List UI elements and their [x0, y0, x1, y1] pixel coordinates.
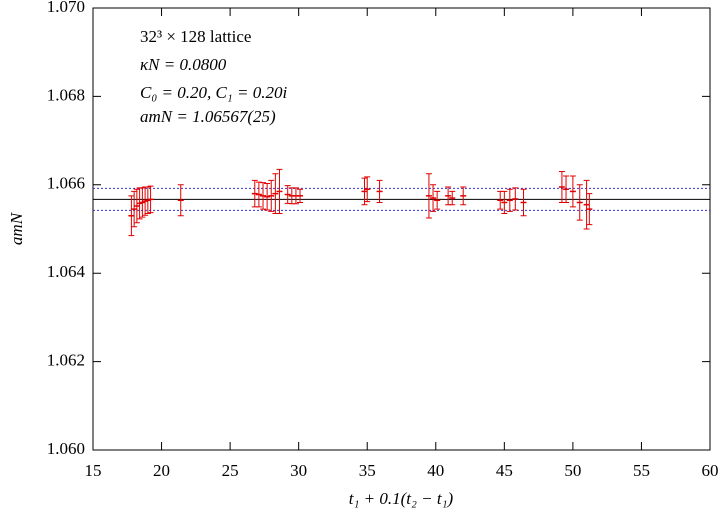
- x-tick-label: 45: [496, 461, 513, 480]
- annotation: amN = 1.06567(25): [140, 107, 276, 126]
- y-tick-label: 1.068: [47, 85, 85, 104]
- y-tick-label: 1.062: [47, 351, 85, 370]
- x-tick-label: 60: [702, 461, 719, 480]
- x-tick-label: 15: [85, 461, 102, 480]
- x-axis-label: t₁ + 0.1(t₂ − t₁): [349, 489, 454, 508]
- x-tick-label: 35: [359, 461, 376, 480]
- y-axis-label: amN: [7, 211, 26, 245]
- x-tick-label: 30: [290, 461, 307, 480]
- x-tick-label: 20: [153, 461, 170, 480]
- x-tick-label: 55: [633, 461, 650, 480]
- x-tick-label: 40: [427, 461, 444, 480]
- annotation: 32³ × 128 lattice: [140, 27, 251, 46]
- y-tick-label: 1.064: [47, 262, 86, 281]
- x-tick-label: 50: [564, 461, 581, 480]
- plot-frame: [92, 7, 711, 451]
- y-tick-label: 1.070: [47, 0, 85, 16]
- annotation: C₀ = 0.20, C₁ = 0.20i: [140, 83, 287, 102]
- y-tick-label: 1.060: [47, 439, 85, 458]
- annotation: κN = 0.0800: [140, 55, 227, 74]
- x-tick-label: 25: [222, 461, 239, 480]
- y-tick-label: 1.066: [47, 174, 85, 193]
